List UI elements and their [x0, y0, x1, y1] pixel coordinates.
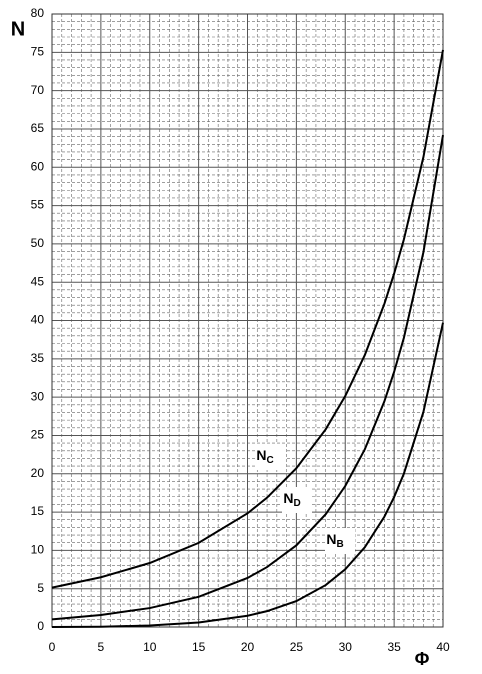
- y-tick-label: 80: [31, 6, 45, 20]
- label-background: [325, 528, 355, 554]
- x-tick-label: 30: [339, 640, 353, 654]
- x-tick-label: 0: [49, 640, 56, 654]
- y-tick-label: 60: [31, 159, 45, 173]
- label-background: [255, 444, 285, 470]
- y-tick-label: 65: [31, 121, 45, 135]
- series-line: [51, 322, 444, 628]
- y-tick-label: 55: [31, 198, 45, 212]
- y-tick-label: 25: [31, 428, 45, 442]
- x-tick-label: 15: [192, 640, 206, 654]
- y-tick-label: 45: [31, 274, 45, 288]
- y-tick-label: 15: [31, 504, 45, 518]
- series-label: NB: [326, 531, 343, 550]
- x-tick-label: 10: [143, 640, 157, 654]
- x-tick-label: 25: [290, 640, 304, 654]
- series-label: NC: [256, 447, 273, 466]
- label-background: [282, 487, 312, 513]
- series-line: [51, 49, 444, 589]
- x-axis-label: Φ: [415, 649, 430, 669]
- x-tick-label: 5: [98, 640, 105, 654]
- y-tick-label: 30: [31, 389, 45, 403]
- series-line: [51, 134, 444, 621]
- plot-frame: [51, 13, 444, 628]
- y-tick-label: 10: [31, 543, 45, 557]
- y-axis-label: N: [11, 18, 25, 40]
- y-tick-label: 40: [31, 313, 45, 327]
- series-label: ND: [283, 490, 300, 509]
- y-tick-label: 75: [31, 44, 45, 58]
- y-tick-label: 35: [31, 351, 45, 365]
- y-tick-label: 5: [37, 581, 44, 595]
- y-tick-label: 0: [37, 619, 44, 633]
- y-tick-label: 20: [31, 466, 45, 480]
- x-tick-label: 40: [436, 640, 450, 654]
- x-tick-label: 35: [387, 640, 401, 654]
- y-tick-label: 70: [31, 83, 45, 97]
- y-tick-label: 50: [31, 236, 45, 250]
- x-tick-label: 20: [241, 640, 255, 654]
